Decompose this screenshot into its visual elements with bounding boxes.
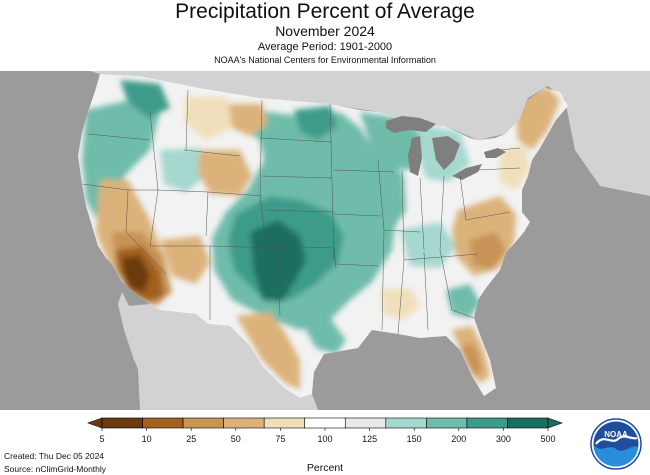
noaa-logo: NOAA — [590, 418, 642, 470]
baja-peninsula — [118, 292, 172, 410]
noaa-logo-text: NOAA — [604, 430, 628, 439]
legend-tick-label: 10 — [142, 434, 152, 444]
legend-tick-label: 75 — [275, 434, 285, 444]
legend-tick-label: 300 — [496, 434, 511, 444]
legend-tick-label: 25 — [186, 434, 196, 444]
lake-huron — [432, 136, 460, 170]
legend-color-block — [263, 417, 306, 429]
legend-color-block — [101, 417, 143, 429]
legend-color-block — [223, 417, 265, 429]
data-source: Source: nClimGrid-Monthly — [4, 464, 107, 474]
mexico-land — [122, 304, 318, 410]
legend-tick-label: 100 — [317, 434, 332, 444]
created-date: Created: Thu Dec 05 2024 — [4, 451, 105, 461]
lake-michigan — [408, 136, 422, 176]
legend-tick-label: 125 — [362, 434, 377, 444]
lake-superior — [386, 116, 436, 133]
legend-tick-label: 150 — [407, 434, 422, 444]
lake-ontario — [484, 148, 506, 158]
map-subtitle: November 2024 — [275, 23, 375, 39]
map-canvas — [78, 71, 650, 410]
legend-arrow-low — [87, 417, 103, 429]
lake-erie — [452, 164, 482, 180]
source-organization: NOAA's National Centers for Environmenta… — [214, 55, 436, 65]
legend-color-block — [507, 417, 549, 429]
precipitation-map — [0, 71, 650, 410]
legend-color-block — [466, 417, 508, 429]
noaa-emblem-icon: NOAA — [590, 418, 642, 470]
legend-color-block — [182, 417, 224, 429]
legend-color-block — [344, 417, 387, 429]
legend-units-label: Percent — [306, 462, 344, 474]
color-legend: 5 10 25 50 75 100 125 150 200 300 500 — [80, 416, 570, 450]
legend-arrow-high — [547, 417, 563, 429]
legend-tick-label: 5 — [99, 434, 104, 444]
legend-color-block — [426, 417, 468, 429]
legend-tick-label: 500 — [540, 434, 555, 444]
state-boundaries — [81, 89, 521, 335]
average-period: Average Period: 1901-2000 — [257, 41, 393, 53]
map-title: Precipitation Percent of Average — [175, 0, 475, 23]
legend-colorbar: 5 10 25 50 75 100 125 150 200 300 500 — [87, 417, 563, 444]
legend-color-block — [142, 417, 184, 429]
canada-land — [90, 71, 650, 196]
legend-color-block — [385, 417, 427, 429]
legend-tick-label: 50 — [231, 434, 241, 444]
legend-color-block — [304, 417, 346, 429]
legend-tick-label: 200 — [451, 434, 466, 444]
